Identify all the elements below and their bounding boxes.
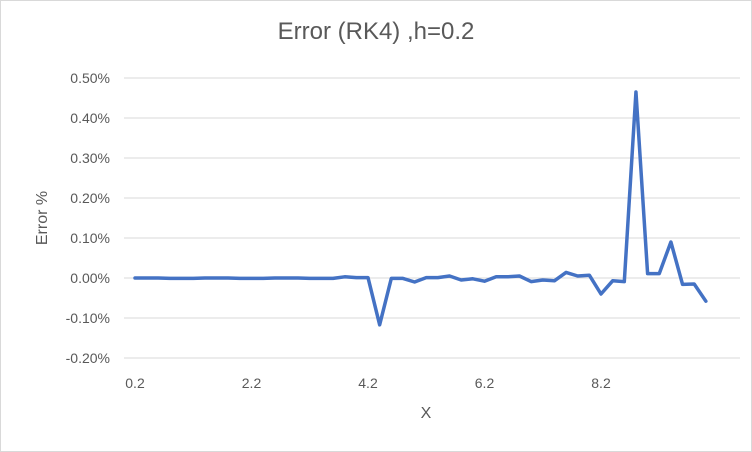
x-tick-label: 6.2 [475,375,495,391]
series-line [133,90,708,327]
data-point [145,276,148,280]
data-point [273,276,276,280]
y-tick-label: -0.20% [66,350,110,366]
data-point [378,323,381,326]
data-point [518,274,521,278]
data-point [494,275,498,278]
data-point [541,278,544,282]
x-tick-label: 0.2 [125,375,145,391]
data-point [180,277,183,280]
data-point [506,275,509,278]
data-point [483,280,486,283]
data-point [588,274,591,277]
data-point [448,274,451,278]
y-tick-label: 0.10% [70,230,110,246]
y-tick-label: 0.30% [70,150,110,166]
data-point [669,240,673,244]
data-point [308,277,311,280]
data-point [646,272,649,275]
data-point [460,278,463,282]
data-point [285,276,288,280]
data-point [203,276,207,280]
data-point [366,276,370,279]
y-tick-label: 0.00% [70,270,110,286]
data-point [693,282,696,286]
data-point [471,277,475,280]
data-point [343,275,346,278]
y-tick-label: -0.10% [66,310,110,326]
data-point [133,276,137,280]
x-axis-title: X [421,405,432,422]
data-point [564,271,568,274]
data-point [331,277,335,280]
data-point [227,276,230,280]
data-point [250,277,253,280]
data-point [658,272,661,275]
data-point [529,280,533,283]
x-axis-ticks: 0.2 2.2 4.2 6.2 8.2 [125,375,611,391]
data-point [168,277,172,280]
series-layer [133,90,708,327]
data-point [320,277,323,280]
data-point [355,276,358,279]
data-point [238,277,242,280]
y-tick-label: 0.20% [70,190,110,206]
data-point [681,283,684,286]
y-axis-ticks: -0.20% -0.10% 0.00% 0.10% 0.20% 0.30% 0.40% 0.5… [66,70,110,366]
x-tick-label: 4.2 [358,375,378,391]
data-point [436,276,440,279]
y-axis-title: Error % [34,191,51,245]
data-point [261,277,265,280]
data-point [634,90,638,94]
data-point [157,276,160,280]
data-point [576,274,579,278]
data-point [215,276,218,280]
gridlines [124,77,740,359]
chart-title: Error (RK4) ,h=0.2 [277,18,475,45]
data-point [553,279,556,282]
y-tick-label: 0.50% [70,70,110,86]
data-point [413,280,416,284]
x-tick-label: 8.2 [591,375,611,391]
data-point [390,277,393,280]
data-point [599,292,603,296]
data-point [192,277,195,280]
y-tick-label: 0.40% [70,110,110,126]
data-point [401,277,405,280]
data-point [623,280,626,283]
data-point [296,276,300,280]
x-tick-label: 2.2 [242,375,262,391]
data-point [611,279,614,282]
data-point [704,300,708,303]
data-point [425,276,428,279]
